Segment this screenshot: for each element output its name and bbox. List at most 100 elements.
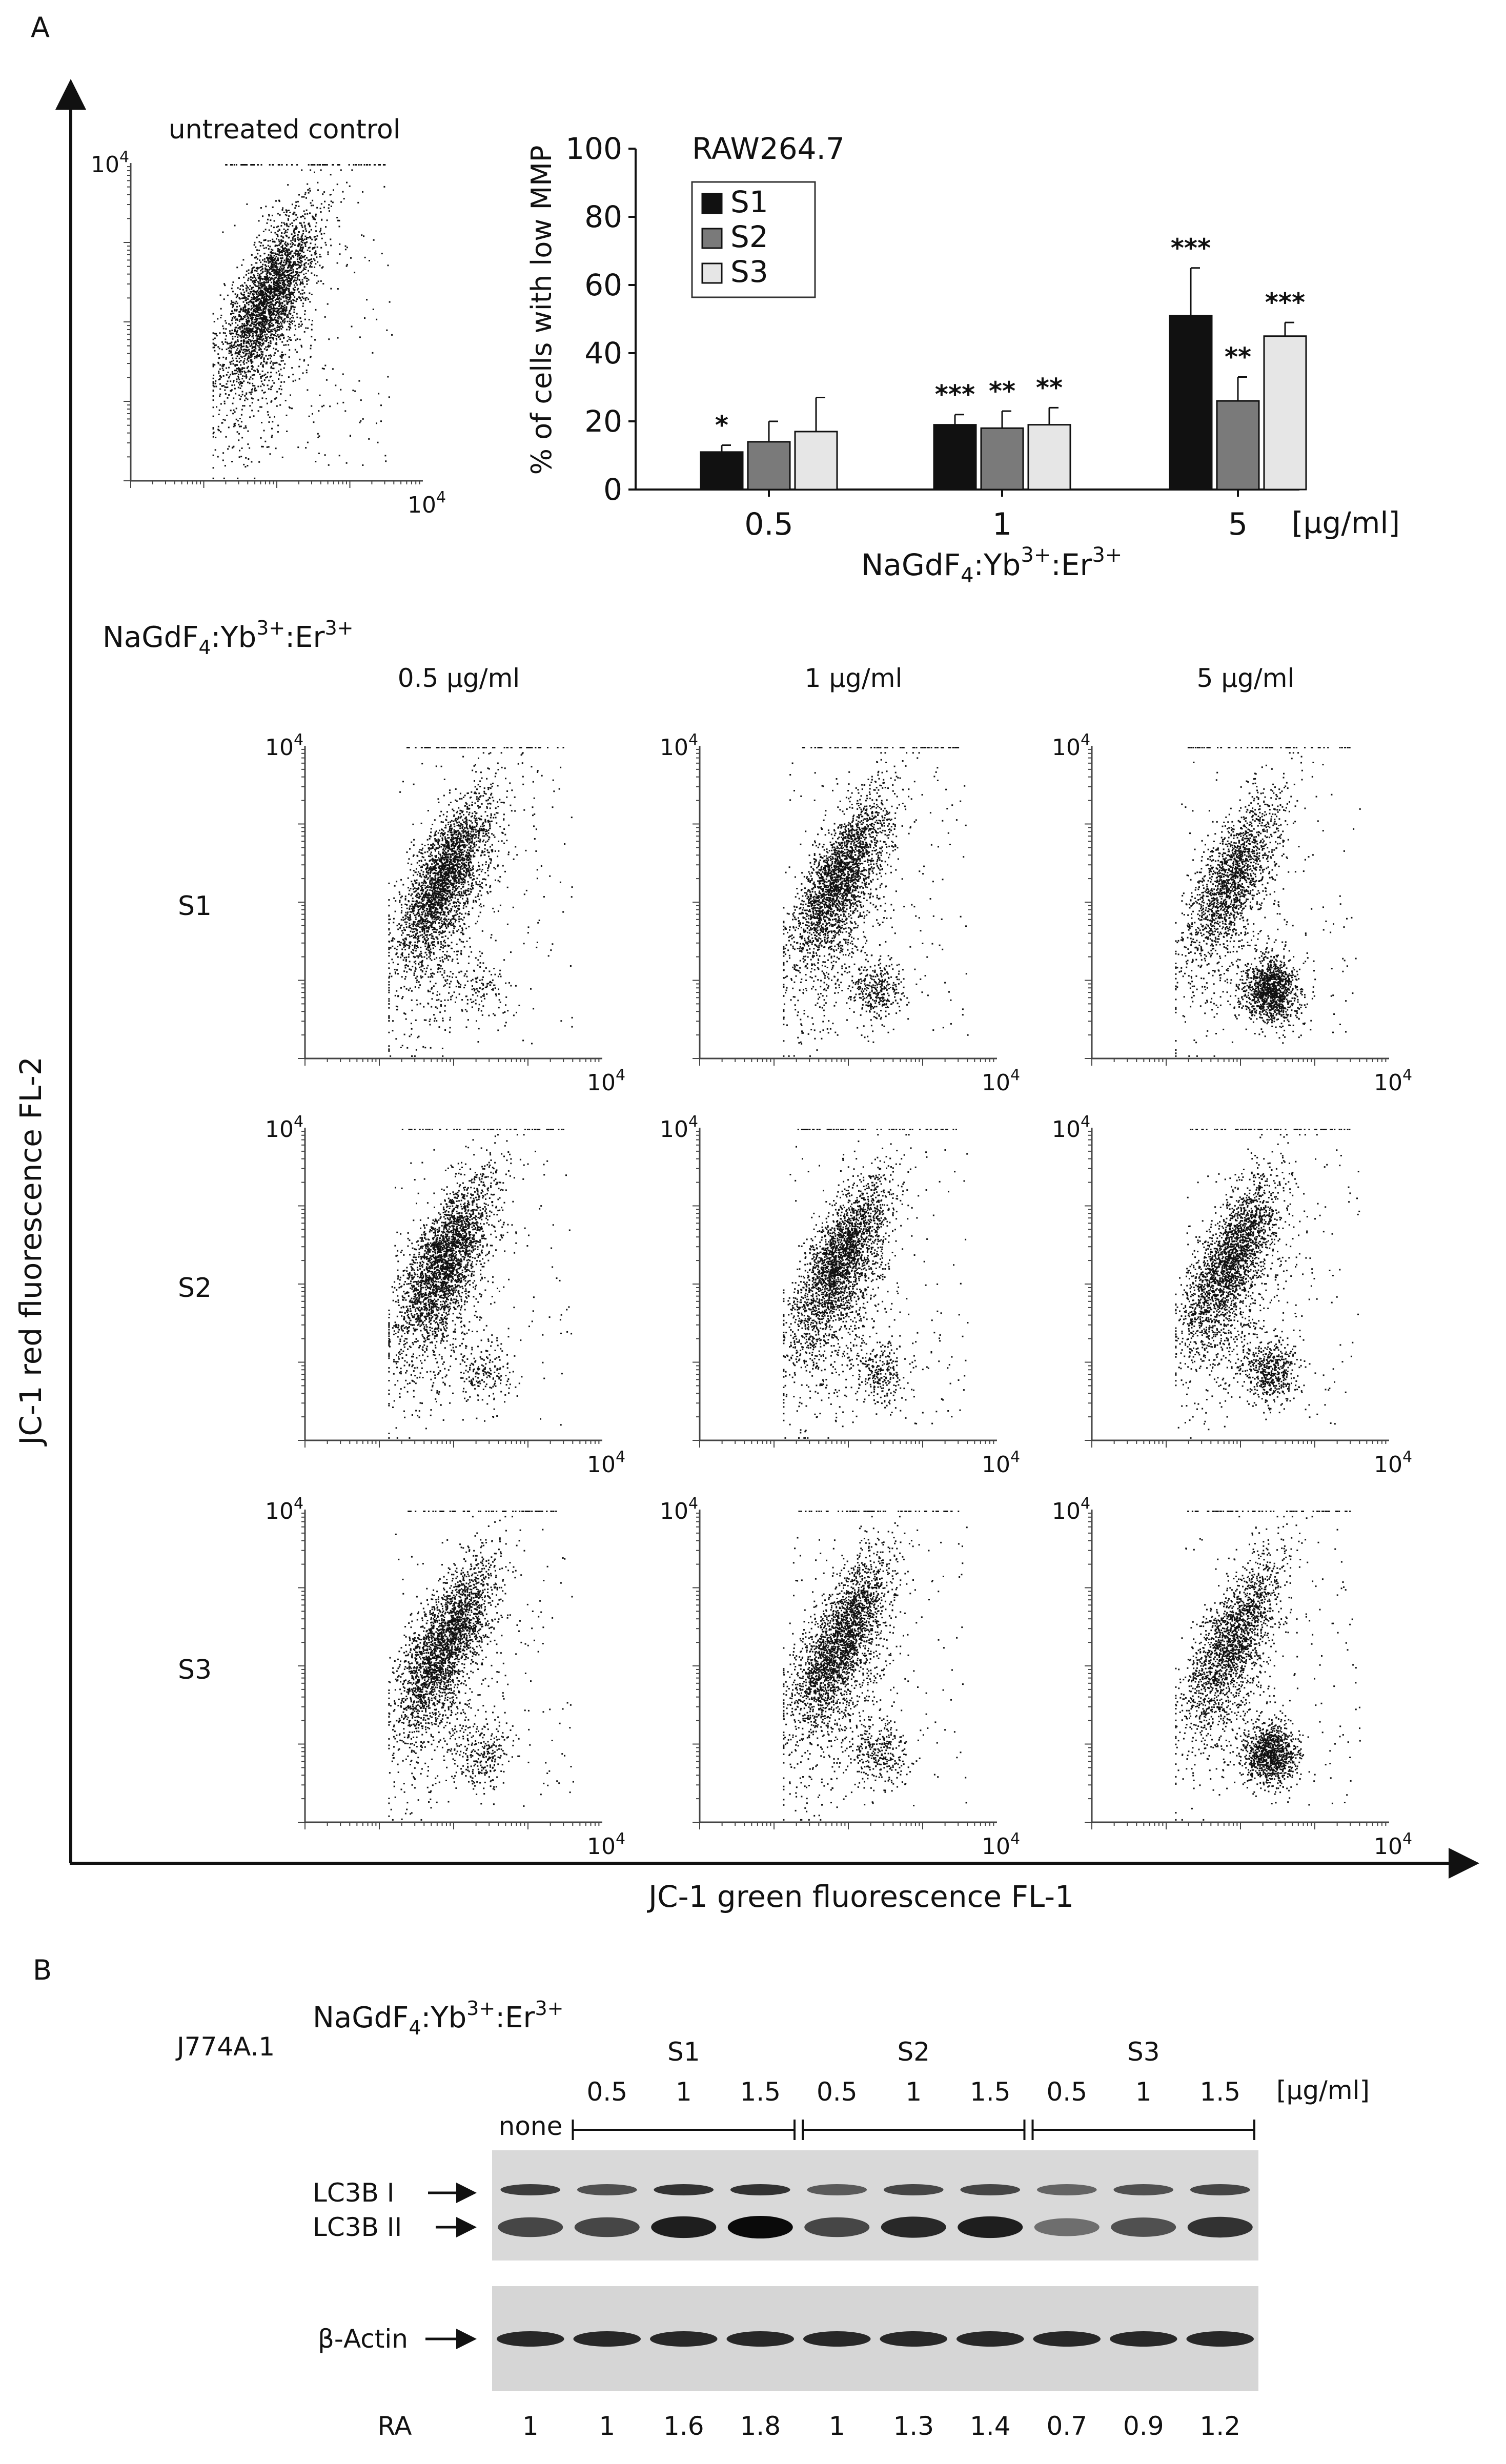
blot-dose-label: 0.5 xyxy=(586,2077,627,2107)
ra-label: RA xyxy=(378,2411,412,2441)
band-lc3b-1 xyxy=(730,2184,790,2195)
ra-value: 0.7 xyxy=(1046,2411,1087,2441)
legend-swatch-s3 xyxy=(701,262,723,284)
scatter-s2-1-x-max-label: 104 xyxy=(982,1448,1020,1478)
band-label-lc3b-1: LC3B I xyxy=(313,2178,395,2208)
blot-unit-label: [µg/ml] xyxy=(1276,2075,1370,2105)
bar-chart: RAW264.7 % of cells with low MMP 0 20 40 60… xyxy=(525,131,1400,587)
dose-label-1: 1 µg/ml xyxy=(805,663,903,693)
band-lc3b-1 xyxy=(1190,2184,1250,2195)
band-actin xyxy=(649,2331,718,2347)
band-lc3b-2 xyxy=(574,2217,640,2237)
scatter-s2-0_5-y-max-label: 104 xyxy=(265,1113,303,1143)
dose-label-0.5: 0.5 µg/ml xyxy=(398,663,520,693)
significance-mark: ** xyxy=(1225,342,1251,372)
band-lc3b-1 xyxy=(960,2184,1021,2195)
blot-group-s3: S3 xyxy=(1127,2037,1160,2067)
band-lc3b-2 xyxy=(1034,2218,1100,2236)
scatter-s2-5: 104 104 xyxy=(1052,1113,1412,1478)
band-actin xyxy=(726,2331,795,2347)
scatter-s3-1-x-max-label: 104 xyxy=(982,1830,1020,1860)
band-label-actin: β-Actin xyxy=(318,2324,408,2354)
band-lc3b-2 xyxy=(881,2216,946,2238)
band-actin xyxy=(496,2331,564,2347)
ra-value: 1.3 xyxy=(893,2411,934,2441)
scatter-s2-1-dots xyxy=(783,1129,969,1439)
bar-s1-5 xyxy=(1169,315,1213,491)
ra-value: 1 xyxy=(599,2411,615,2441)
legend-label-s3: S3 xyxy=(730,254,768,289)
scatter-s2-0_5-x-max-label: 104 xyxy=(587,1448,625,1478)
band-lc3b-2 xyxy=(1111,2217,1176,2237)
scatter-s1-0_5: 104 104 xyxy=(265,731,625,1096)
scatter-s2-5-dots xyxy=(1175,1129,1360,1439)
band-actin xyxy=(573,2331,641,2347)
scatter-s2-0_5-dots xyxy=(388,1129,573,1439)
bar-s1-0_5 xyxy=(700,451,744,491)
blot-group-s1: S1 xyxy=(667,2037,700,2067)
scatter-s3-0_5-dots xyxy=(388,1511,574,1821)
none-label: none xyxy=(499,2111,563,2141)
chart-unit-label: [µg/ml] xyxy=(1292,505,1400,540)
blot-compound: NaGdF4:Yb3+:Er3+ xyxy=(313,1997,564,2039)
bar-s1-1 xyxy=(933,424,977,491)
scatter-s1-1-dots xyxy=(783,747,969,1057)
blot-dose-label: 1 xyxy=(676,2077,692,2107)
band-lc3b-2 xyxy=(651,2216,717,2238)
control-title: untreated control xyxy=(169,114,401,145)
scatter-s1-0_5-dots xyxy=(388,747,573,1057)
band-lc3b-2 xyxy=(1187,2216,1253,2238)
legend-swatch-s1 xyxy=(701,193,723,214)
legend-swatch-s2 xyxy=(701,228,723,249)
scatter-s2-5-x-max-label: 104 xyxy=(1374,1448,1412,1478)
scatter-s1-5-y-max-label: 104 xyxy=(1052,731,1090,761)
scatter-s3-0_5-x-max-label: 104 xyxy=(587,1830,625,1860)
significance-mark: *** xyxy=(935,380,975,410)
bar-s2-1 xyxy=(980,427,1024,491)
scatter-s2-5-y-max-label: 104 xyxy=(1052,1113,1090,1143)
band-lc3b-2 xyxy=(498,2217,563,2237)
scatter-s1-5-dots xyxy=(1175,747,1361,1057)
blot-dose-label: 1.5 xyxy=(740,2077,781,2107)
scatter-s1-1: 104 104 xyxy=(660,731,1020,1096)
band-actin xyxy=(803,2331,871,2347)
band-actin xyxy=(880,2331,948,2347)
ra-value: 1.8 xyxy=(740,2411,781,2441)
bar-s2-0_5 xyxy=(747,441,791,491)
significance-mark: *** xyxy=(1265,288,1305,317)
scatter-s1-1-x-max-label: 104 xyxy=(982,1066,1020,1096)
blot-dose-label: 1.5 xyxy=(1199,2077,1240,2107)
band-lc3b-2 xyxy=(727,2216,793,2238)
cell-line-label: J774A.1 xyxy=(175,2032,275,2062)
scatter-plots: 104 104 104 104 104 104 104 104 104 104 104 104 104 1… xyxy=(91,148,1412,1860)
blot-membrane-lc3b xyxy=(492,2150,1258,2261)
bar-x-tick-label: 0.5 xyxy=(744,506,793,542)
scatter-s3-0_5-y-max-label: 104 xyxy=(265,1495,303,1524)
band-actin xyxy=(956,2331,1024,2347)
band-actin xyxy=(1109,2331,1177,2347)
ra-value: 1.4 xyxy=(970,2411,1011,2441)
bar-y-tick-label: 40 xyxy=(584,336,622,371)
chart-title: RAW264.7 xyxy=(692,131,845,166)
scatter-untreated-control-x-max-label: 104 xyxy=(408,488,446,518)
scatter-s1-1-y-max-label: 104 xyxy=(660,731,698,761)
significance-mark: *** xyxy=(1171,233,1211,263)
band-lc3b-2 xyxy=(804,2217,870,2237)
bar-y-tick-label: 100 xyxy=(565,131,622,166)
band-lc3b-1 xyxy=(807,2184,867,2195)
bar-y-tick-label: 60 xyxy=(584,268,622,302)
bar-y-tick-label: 0 xyxy=(603,472,622,507)
band-lc3b-2 xyxy=(958,2216,1023,2238)
row-label-s3: S3 xyxy=(178,1655,212,1685)
scatter-s1-5: 104 104 xyxy=(1052,731,1412,1096)
scatter-s3-5: 104 104 xyxy=(1052,1495,1412,1860)
bar-x-tick-label: 1 xyxy=(992,506,1012,542)
chart-xlabel: NaGdF4:Yb3+:Er3+ xyxy=(861,543,1122,587)
scatter-s1-0_5-y-max-label: 104 xyxy=(265,731,303,761)
bar-s2-5 xyxy=(1216,400,1260,491)
scatter-s1-0_5-x-max-label: 104 xyxy=(587,1066,625,1096)
scatter-s3-1-y-max-label: 104 xyxy=(660,1495,698,1524)
scatter-untreated-control-y-max-label: 104 xyxy=(91,148,129,178)
grid-title: NaGdF4:Yb3+:Er3+ xyxy=(103,617,354,659)
